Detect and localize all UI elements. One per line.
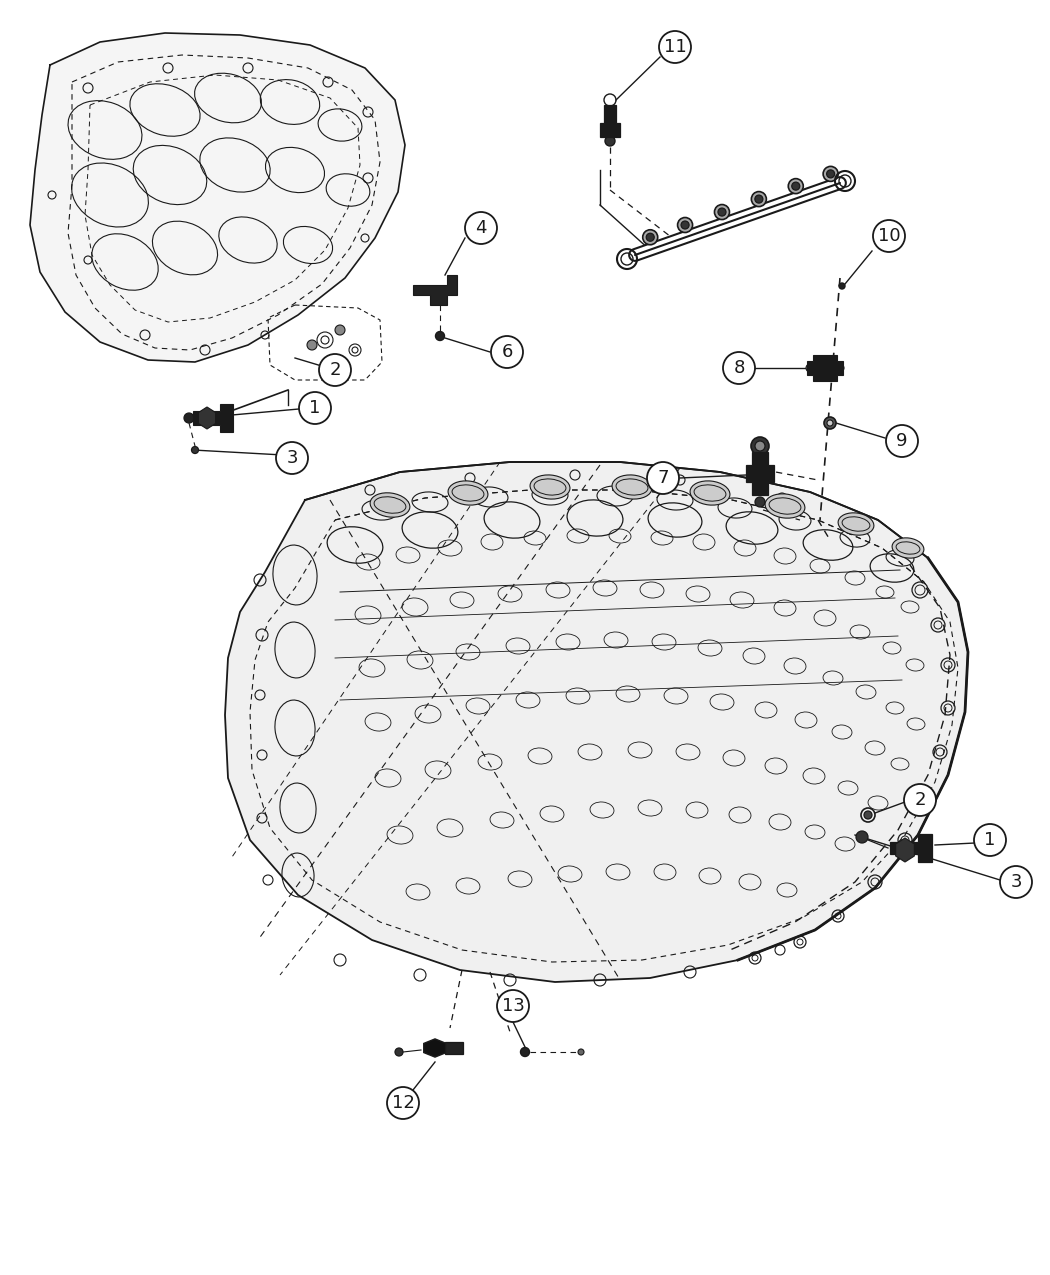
Circle shape (646, 233, 654, 241)
Circle shape (755, 441, 765, 451)
Text: 3: 3 (287, 449, 298, 467)
Circle shape (659, 31, 691, 62)
Text: 1: 1 (310, 399, 320, 417)
Circle shape (184, 413, 194, 423)
Text: 2: 2 (330, 361, 341, 379)
Ellipse shape (690, 481, 730, 505)
Circle shape (823, 167, 838, 181)
Text: 7: 7 (657, 469, 669, 487)
Circle shape (864, 811, 872, 819)
Text: 4: 4 (476, 219, 487, 237)
Circle shape (751, 437, 769, 455)
Circle shape (904, 784, 936, 816)
Circle shape (826, 170, 835, 179)
Circle shape (307, 340, 317, 351)
Circle shape (752, 191, 766, 207)
Text: 11: 11 (664, 38, 687, 56)
Text: 12: 12 (392, 1094, 415, 1112)
Text: 9: 9 (897, 432, 908, 450)
Circle shape (395, 1048, 403, 1056)
Circle shape (335, 325, 345, 335)
Circle shape (755, 497, 765, 507)
Circle shape (299, 391, 331, 425)
Circle shape (497, 989, 529, 1023)
Polygon shape (413, 275, 457, 305)
Circle shape (824, 417, 836, 428)
Circle shape (643, 230, 657, 245)
Text: 13: 13 (502, 997, 524, 1015)
Ellipse shape (448, 481, 488, 505)
Circle shape (578, 1049, 584, 1054)
Circle shape (448, 286, 456, 295)
Ellipse shape (838, 513, 874, 536)
Circle shape (647, 462, 679, 493)
Polygon shape (445, 1042, 463, 1054)
Polygon shape (30, 33, 405, 362)
Ellipse shape (530, 474, 570, 499)
Polygon shape (198, 407, 215, 428)
Text: 10: 10 (878, 227, 900, 245)
Ellipse shape (370, 493, 410, 518)
Circle shape (276, 442, 308, 474)
Circle shape (827, 419, 833, 426)
Circle shape (974, 824, 1006, 856)
Circle shape (723, 352, 755, 384)
Polygon shape (890, 834, 932, 862)
Circle shape (491, 337, 523, 368)
Circle shape (806, 363, 814, 372)
Circle shape (319, 354, 351, 386)
Circle shape (191, 446, 198, 454)
Polygon shape (225, 462, 968, 982)
Circle shape (856, 831, 868, 843)
Circle shape (677, 218, 693, 232)
Polygon shape (600, 105, 620, 136)
Ellipse shape (765, 493, 805, 518)
Circle shape (792, 182, 800, 190)
Circle shape (1000, 866, 1032, 898)
Text: 6: 6 (501, 343, 512, 361)
Polygon shape (424, 1039, 446, 1057)
Text: 3: 3 (1010, 873, 1022, 891)
Ellipse shape (612, 474, 652, 499)
Polygon shape (807, 354, 843, 381)
Circle shape (714, 204, 730, 219)
Circle shape (718, 208, 726, 215)
Circle shape (605, 136, 615, 147)
Circle shape (387, 1088, 419, 1119)
Polygon shape (746, 453, 774, 495)
Circle shape (789, 179, 803, 194)
Circle shape (681, 221, 689, 230)
Polygon shape (193, 404, 233, 432)
Circle shape (755, 195, 763, 203)
Circle shape (465, 212, 497, 244)
Text: 1: 1 (984, 831, 995, 849)
Circle shape (839, 283, 845, 289)
Circle shape (886, 425, 918, 456)
Circle shape (873, 221, 905, 252)
Circle shape (436, 332, 444, 340)
Polygon shape (896, 838, 915, 862)
Circle shape (836, 363, 844, 372)
Circle shape (521, 1048, 529, 1057)
Text: 8: 8 (733, 360, 744, 377)
Text: 2: 2 (915, 790, 926, 810)
Ellipse shape (892, 538, 924, 558)
